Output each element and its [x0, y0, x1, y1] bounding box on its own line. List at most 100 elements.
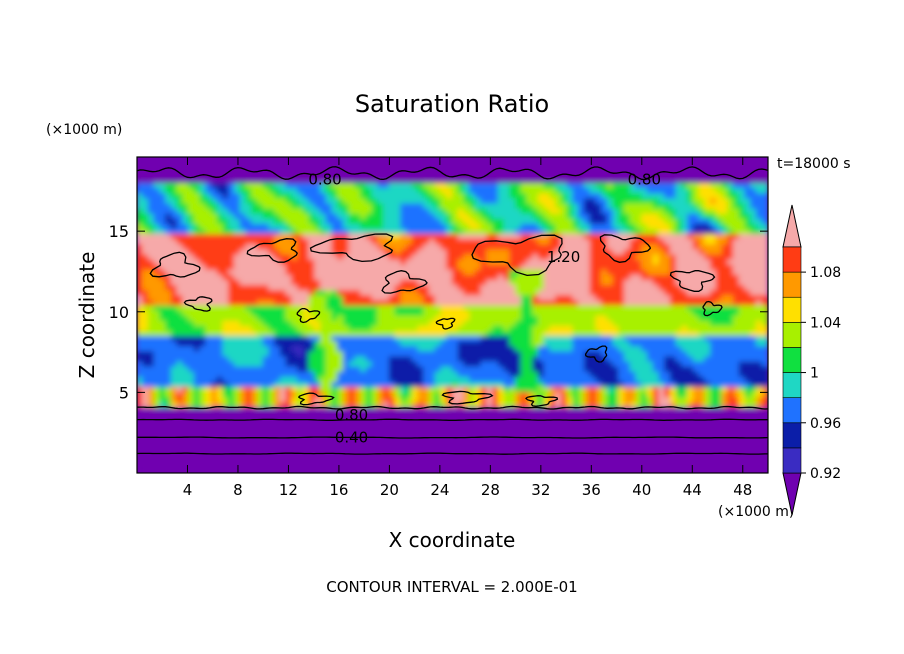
heatmap-cell	[383, 278, 390, 286]
heatmap-cell	[360, 421, 368, 428]
heatmap-cell	[601, 258, 608, 265]
heatmap-cell	[176, 243, 184, 250]
heatmap-cell	[142, 467, 150, 473]
heatmap-cell	[371, 395, 379, 403]
heatmap-cell	[750, 360, 758, 367]
heatmap-cell	[503, 426, 511, 433]
heatmap-cell	[578, 243, 586, 250]
heatmap-cell	[750, 324, 758, 331]
heatmap-cell	[732, 457, 740, 464]
heatmap-cell	[388, 299, 396, 306]
heatmap-cell	[360, 441, 368, 449]
heatmap-cell	[692, 421, 700, 428]
heatmap-cell	[515, 380, 522, 387]
heatmap-cell	[463, 385, 471, 393]
heatmap-cell	[268, 436, 276, 444]
heatmap-cell	[457, 258, 465, 265]
heatmap-cell	[669, 283, 677, 291]
heatmap-cell	[681, 380, 689, 387]
heatmap-cell	[474, 431, 482, 438]
heatmap-cell	[629, 334, 637, 342]
heatmap-cell	[331, 263, 339, 270]
heatmap-cell	[417, 314, 425, 321]
heatmap-cell	[509, 299, 517, 306]
heatmap-cell	[377, 304, 385, 311]
heatmap-cell	[560, 355, 568, 362]
heatmap-cell	[365, 294, 373, 301]
heatmap-cell	[497, 436, 505, 444]
heatmap-cell	[612, 319, 620, 326]
heatmap-cell	[601, 304, 608, 311]
heatmap-cell	[331, 273, 339, 280]
heatmap-cell	[251, 339, 259, 347]
heatmap-cell	[526, 452, 534, 459]
heatmap-cell	[342, 299, 350, 306]
heatmap-cell	[560, 467, 568, 473]
heatmap-cell	[721, 375, 729, 382]
heatmap-cell	[216, 370, 224, 377]
heatmap-cell	[715, 390, 723, 398]
heatmap-cell	[165, 314, 173, 321]
heatmap-cell	[652, 263, 660, 270]
heatmap-cell	[629, 299, 637, 306]
heatmap-cell	[635, 283, 643, 291]
heatmap-cell	[566, 278, 574, 286]
heatmap-cell	[646, 411, 654, 418]
heatmap-cell	[612, 278, 620, 286]
heatmap-cell	[279, 243, 287, 250]
heatmap-cell	[732, 344, 740, 352]
heatmap-cell	[319, 324, 327, 331]
heatmap-cell	[342, 253, 350, 260]
heatmap-cell	[692, 319, 700, 326]
heatmap-cell	[371, 436, 379, 444]
heatmap-cell	[583, 380, 591, 387]
heatmap-cell	[388, 395, 396, 403]
heatmap-cell	[509, 263, 517, 270]
heatmap-cell	[182, 278, 190, 286]
heatmap-cell	[687, 258, 695, 265]
heatmap-cell	[153, 248, 161, 255]
heatmap-cell	[297, 243, 304, 250]
heatmap-cell	[658, 304, 666, 311]
heatmap-cell	[669, 426, 677, 433]
heatmap-cell	[314, 248, 322, 255]
heatmap-cell	[738, 436, 746, 444]
heatmap-cell	[646, 365, 654, 372]
heatmap-cell	[560, 273, 568, 280]
heatmap-cell	[486, 421, 494, 428]
heatmap-cell	[228, 344, 236, 352]
heatmap-cell	[314, 355, 322, 362]
heatmap-cell	[165, 329, 173, 336]
heatmap-cell	[612, 446, 620, 454]
heatmap-cell	[440, 421, 448, 428]
heatmap-cell	[137, 309, 144, 316]
heatmap-cell	[641, 441, 649, 449]
heatmap-cell	[744, 324, 752, 331]
heatmap-cell	[469, 370, 477, 377]
heatmap-cell	[365, 406, 373, 413]
heatmap-cell	[755, 421, 763, 428]
heatmap-cell	[761, 334, 768, 342]
heatmap-cell	[658, 355, 666, 362]
heatmap-cell	[715, 329, 723, 336]
heatmap-cell	[721, 431, 729, 438]
heatmap-cell	[469, 375, 477, 382]
heatmap-cell	[497, 426, 505, 433]
heatmap-cell	[669, 278, 677, 286]
heatmap-cell	[360, 360, 368, 367]
heatmap-cell	[492, 355, 499, 362]
heatmap-cell	[165, 268, 173, 275]
heatmap-cell	[446, 436, 454, 444]
heatmap-cell	[245, 446, 253, 454]
heatmap-cell	[532, 288, 540, 296]
heatmap-cell	[629, 248, 637, 255]
heatmap-cell	[210, 283, 218, 291]
heatmap-cell	[159, 324, 167, 331]
heatmap-cell	[698, 319, 706, 326]
heatmap-cell	[400, 304, 408, 311]
heatmap-cell	[469, 431, 477, 438]
heatmap-cell	[170, 237, 178, 245]
heatmap-cell	[687, 329, 695, 336]
heatmap-cell	[199, 411, 207, 418]
heatmap-cell	[601, 253, 608, 260]
